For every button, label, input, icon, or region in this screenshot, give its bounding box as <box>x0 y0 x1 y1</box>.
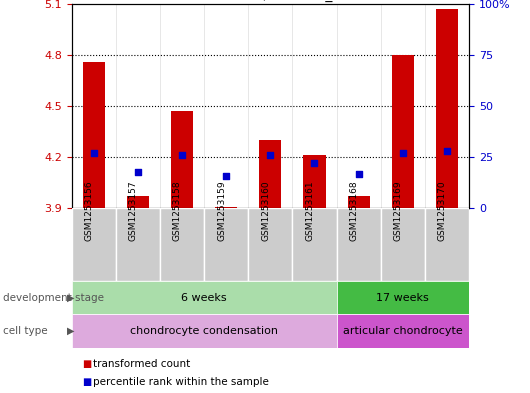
Point <box>90 150 98 156</box>
Bar <box>171 111 193 208</box>
Text: GSM1253168: GSM1253168 <box>350 180 359 241</box>
Bar <box>348 196 369 208</box>
Bar <box>72 281 337 314</box>
Bar <box>392 55 414 208</box>
Bar <box>72 314 337 348</box>
Text: 6 weeks: 6 weeks <box>181 293 227 303</box>
Point <box>134 168 142 174</box>
Text: GSM1253157: GSM1253157 <box>129 180 138 241</box>
Text: 17 weeks: 17 weeks <box>376 293 429 303</box>
Point <box>222 173 231 179</box>
Point <box>310 160 319 167</box>
Text: ▶: ▶ <box>67 293 75 303</box>
Text: GSM1253160: GSM1253160 <box>261 180 270 241</box>
Bar <box>337 314 469 348</box>
Bar <box>293 208 337 281</box>
Bar <box>248 208 293 281</box>
Bar <box>116 208 160 281</box>
Bar <box>204 208 248 281</box>
Text: GSM1253170: GSM1253170 <box>438 180 447 241</box>
Bar <box>381 208 425 281</box>
Text: development stage: development stage <box>3 293 104 303</box>
Text: ▶: ▶ <box>67 326 75 336</box>
Point <box>355 171 363 177</box>
Text: ■: ■ <box>82 359 91 369</box>
Bar <box>127 196 149 208</box>
Bar <box>72 208 116 281</box>
Text: chondrocyte condensation: chondrocyte condensation <box>130 326 278 336</box>
Text: cell type: cell type <box>3 326 47 336</box>
Text: GSM1253158: GSM1253158 <box>173 180 182 241</box>
Point <box>178 152 186 158</box>
Text: GSM1253169: GSM1253169 <box>394 180 403 241</box>
Bar <box>83 62 105 208</box>
Text: articular chondrocyte: articular chondrocyte <box>343 326 463 336</box>
Text: transformed count: transformed count <box>93 359 190 369</box>
Bar <box>337 281 469 314</box>
Point <box>399 150 407 156</box>
Text: percentile rank within the sample: percentile rank within the sample <box>93 377 269 387</box>
Bar <box>259 140 281 208</box>
Bar <box>337 208 381 281</box>
Text: GSM1253161: GSM1253161 <box>305 180 314 241</box>
Bar <box>303 156 325 208</box>
Point <box>443 148 451 154</box>
Point <box>266 152 275 158</box>
Text: ■: ■ <box>82 377 91 387</box>
Title: GDS5046 / 205506_at: GDS5046 / 205506_at <box>194 0 347 2</box>
Bar <box>436 9 458 208</box>
Bar <box>160 208 204 281</box>
Bar <box>425 208 469 281</box>
Text: GSM1253156: GSM1253156 <box>85 180 94 241</box>
Text: GSM1253159: GSM1253159 <box>217 180 226 241</box>
